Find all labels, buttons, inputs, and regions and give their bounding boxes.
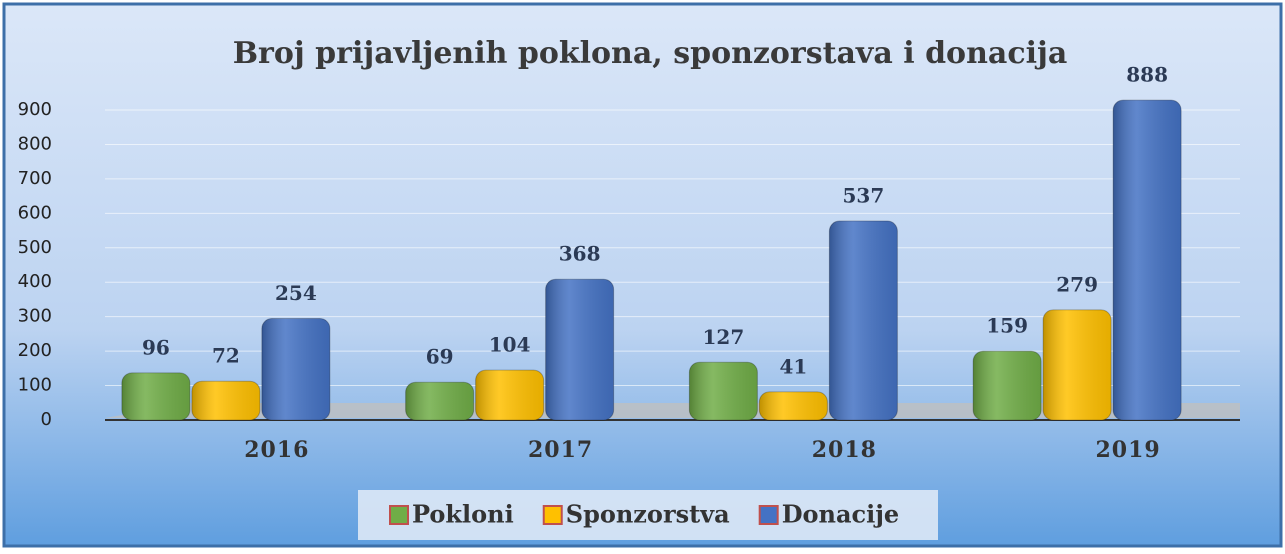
y-tick-label: 400 [18,271,52,292]
data-label: 127 [703,325,745,349]
legend-label: Donacije [782,500,900,529]
bar-shade [829,221,898,420]
legend-swatch [542,505,563,525]
x-tick-label: 2017 [528,437,593,463]
y-tick-label: 700 [18,168,52,189]
data-label: 254 [275,281,317,305]
bar-shade [1043,309,1112,420]
floor [105,403,1240,418]
x-tick-label: 2019 [1096,437,1161,463]
y-tick-label: 900 [18,99,52,120]
legend-box [358,490,938,540]
data-label: 368 [559,242,601,266]
y-tick-label: 600 [18,202,52,223]
bar-shade [759,391,828,420]
legend-label: Sponzorstva [566,500,730,529]
bar-shade [405,382,474,420]
data-label: 159 [986,314,1028,338]
x-tick-label: 2018 [812,437,877,463]
bar-shade [191,381,260,420]
bar-shade [545,279,614,420]
bar-shade [475,370,544,420]
bar-shade [261,318,330,420]
legend-label: Pokloni [412,500,514,529]
bar-shade [121,372,190,420]
bar-shade [973,351,1042,420]
y-tick-label: 800 [18,133,52,154]
x-tick-label: 2016 [244,437,309,463]
data-label: 537 [843,184,885,208]
bar-shade [689,362,758,420]
legend-swatch [389,505,409,525]
data-label: 96 [142,335,170,359]
data-label: 279 [1056,272,1098,296]
y-tick-label: 500 [18,237,52,258]
y-tick-label: 200 [18,340,52,361]
data-label: 104 [489,333,531,357]
y-tick-label: 100 [18,375,52,396]
bar-shade [1113,100,1182,420]
data-label: 41 [779,354,807,378]
y-tick-label: 0 [41,409,52,430]
data-label: 888 [1126,63,1168,87]
data-label: 72 [212,344,240,368]
data-label: 69 [426,345,454,369]
chart-title: Broj prijavljenih poklona, sponzorstava … [233,36,1068,71]
legend-swatch [758,505,779,525]
y-tick-label: 300 [18,306,52,327]
